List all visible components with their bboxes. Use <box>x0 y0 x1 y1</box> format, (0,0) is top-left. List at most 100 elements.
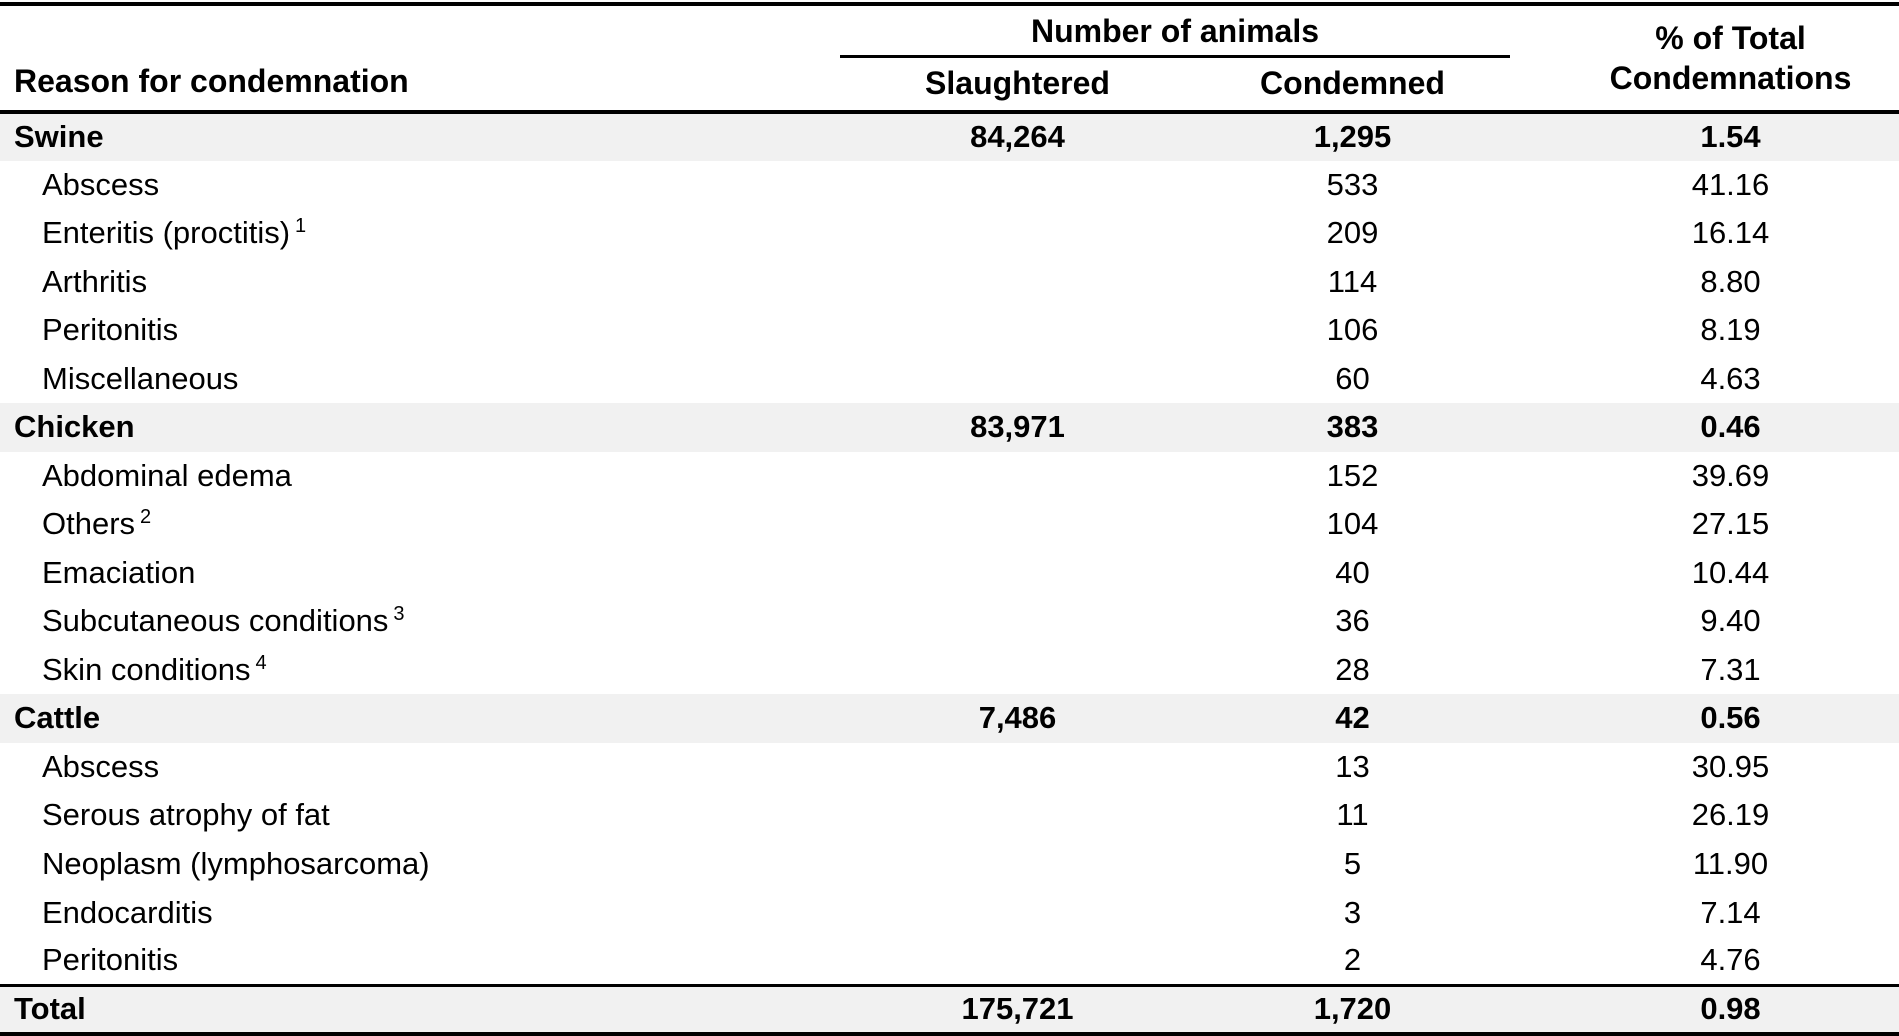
species-row: Chicken 83,971 383 0.46 <box>0 403 1899 452</box>
condemned-cell: 42 <box>1195 694 1510 743</box>
detail-row: Abscess 13 30.95 <box>0 743 1899 792</box>
condemned-cell: 11 <box>1336 797 1369 833</box>
pct-cell: 10.44 <box>1691 554 1770 590</box>
pct-cell: 8.80 <box>1700 263 1761 299</box>
condemned-cell: 60 <box>1335 360 1370 396</box>
species-row: Cattle 7,486 42 0.56 <box>0 694 1899 743</box>
condemned-cell: 13 <box>1335 748 1370 784</box>
detail-row: Peritonitis 2 4.76 <box>0 937 1899 986</box>
reason-cell: Endocarditis <box>42 894 213 930</box>
pct-cell: 27.15 <box>1691 506 1770 542</box>
slaughtered-cell: 175,721 <box>840 983 1195 1034</box>
condemned-cell: 3 <box>1343 894 1362 930</box>
pct-cell: 1.54 <box>1510 112 1899 161</box>
condemned-cell: 28 <box>1335 651 1370 687</box>
reason-cell: Abscess <box>42 748 160 784</box>
condemned-cell: 36 <box>1335 603 1370 639</box>
slaughtered-cell <box>840 161 1195 210</box>
total-row: Total 175,721 1,720 0.98 <box>0 983 1899 1034</box>
slaughtered-cell <box>840 840 1195 889</box>
slaughtered-column-header: Slaughtered <box>925 65 1110 102</box>
pct-cell: 0.46 <box>1510 403 1899 452</box>
detail-row: Serous atrophy of fat 11 26.19 <box>0 791 1899 840</box>
reason-cell: Total <box>0 983 840 1034</box>
detail-row: Skin conditions 4 28 7.31 <box>0 646 1899 695</box>
reason-column-header: Reason for condemnation <box>14 63 409 99</box>
condemned-cell: 40 <box>1335 554 1370 590</box>
condemned-cell: 1,720 <box>1195 983 1510 1034</box>
pct-cell: 7.31 <box>1700 651 1761 687</box>
slaughtered-cell <box>840 355 1195 404</box>
pct-cell: 30.95 <box>1691 748 1770 784</box>
detail-row: Neoplasm (lymphosarcoma) 5 11.90 <box>0 840 1899 889</box>
reason-cell: Abdominal edema <box>42 457 292 493</box>
detail-row: Others 2 104 27.15 <box>0 500 1899 549</box>
condemned-cell: 1,295 <box>1195 112 1510 161</box>
detail-row: Miscellaneous 60 4.63 <box>0 355 1899 404</box>
slaughtered-cell <box>840 937 1195 986</box>
reason-cell: Cattle <box>0 694 840 743</box>
slaughtered-cell: 84,264 <box>840 112 1195 161</box>
detail-row: Endocarditis 3 7.14 <box>0 888 1899 937</box>
footnote-marker: 3 <box>393 603 405 626</box>
number-of-animals-group-header: Number of animals <box>840 4 1510 58</box>
condemned-cell: 152 <box>1326 457 1379 493</box>
pct-cell: 4.63 <box>1700 360 1761 396</box>
pct-cell: 9.40 <box>1700 603 1761 639</box>
reason-cell: Chicken <box>0 403 840 452</box>
species-row: Swine 84,264 1,295 1.54 <box>0 112 1899 161</box>
pct-cell: 26.19 <box>1691 797 1770 833</box>
sub-header-row: Slaughtered Condemned <box>0 56 1899 112</box>
reason-cell: Enteritis (proctitis) 1 <box>42 214 307 251</box>
condemned-cell: 209 <box>1326 215 1379 251</box>
slaughtered-cell <box>840 791 1195 840</box>
condemned-cell: 104 <box>1326 506 1379 542</box>
slaughtered-cell <box>840 209 1195 258</box>
condemned-cell: 383 <box>1195 403 1510 452</box>
reason-cell: Swine <box>0 112 840 161</box>
reason-cell: Neoplasm (lymphosarcoma) <box>42 845 430 881</box>
pct-cell: 39.69 <box>1691 457 1770 493</box>
condemned-cell: 5 <box>1343 845 1362 881</box>
reason-cell: Peritonitis <box>42 942 179 978</box>
detail-row: Emaciation 40 10.44 <box>0 549 1899 598</box>
condemned-cell: 533 <box>1326 166 1379 202</box>
pct-cell: 4.76 <box>1700 942 1761 978</box>
reason-cell: Abscess <box>42 166 160 202</box>
slaughtered-cell: 7,486 <box>840 694 1195 743</box>
table-body: Swine 84,264 1,295 1.54 Abscess 533 41.16 Enter… <box>0 112 1899 1034</box>
reason-cell: Emaciation <box>42 554 196 590</box>
condemned-cell: 106 <box>1326 312 1379 348</box>
reason-cell: Miscellaneous <box>42 360 239 396</box>
reason-cell: Skin conditions 4 <box>42 651 267 687</box>
pct-total-column-header: % of Total Condemnations <box>1510 4 1899 112</box>
slaughtered-cell <box>840 549 1195 598</box>
slaughtered-cell <box>840 306 1195 355</box>
reason-cell: Others 2 <box>42 506 152 542</box>
slaughtered-cell <box>840 888 1195 937</box>
reason-cell: Serous atrophy of fat <box>42 797 330 833</box>
reason-cell: Subcutaneous conditions 3 <box>42 603 405 639</box>
pct-cell: 41.16 <box>1691 166 1770 202</box>
condemned-column-header: Condemned <box>1260 65 1445 102</box>
footnote-marker: 4 <box>255 651 267 674</box>
spanner-header-row: Reason for condemnation Number of animal… <box>0 4 1899 99</box>
condemned-cell: 114 <box>1327 263 1378 299</box>
pct-cell: 8.19 <box>1700 312 1761 348</box>
slaughtered-cell <box>840 452 1195 501</box>
reason-cell: Arthritis <box>42 263 148 299</box>
footnote-marker: 2 <box>140 506 152 529</box>
detail-row: Enteritis (proctitis) 1 209 16.14 <box>0 209 1899 258</box>
reason-cell: Peritonitis <box>42 312 179 348</box>
pct-header-line1: % of Total <box>1655 20 1806 56</box>
detail-row: Abdominal edema 152 39.69 <box>0 452 1899 501</box>
table-header: Reason for condemnation Number of animal… <box>0 4 1899 112</box>
slaughtered-cell <box>840 500 1195 549</box>
pct-cell: 11.90 <box>1692 845 1769 881</box>
detail-row: Abscess 533 41.16 <box>0 161 1899 210</box>
slaughtered-cell <box>840 743 1195 792</box>
pct-cell: 7.14 <box>1700 894 1761 930</box>
detail-row: Subcutaneous conditions 3 36 9.40 <box>0 597 1899 646</box>
footnote-marker: 1 <box>295 214 307 237</box>
